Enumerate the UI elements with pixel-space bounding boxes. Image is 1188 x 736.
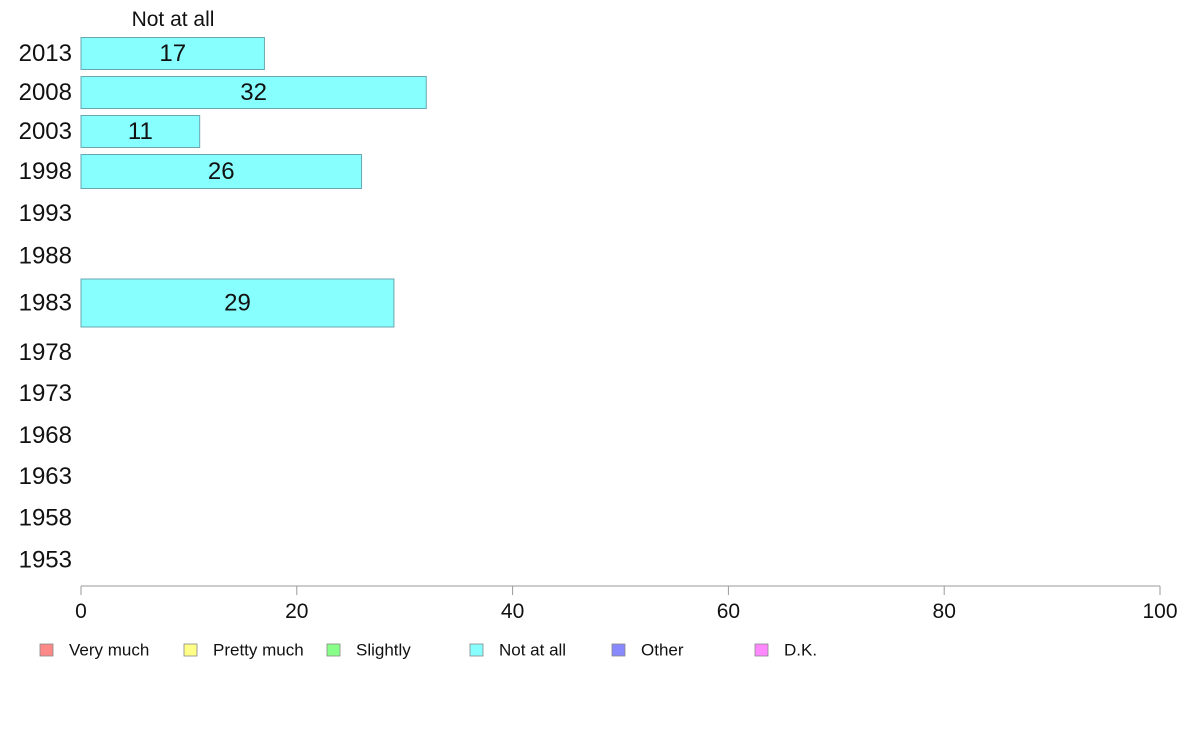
bar-value-label: 11 [128,118,153,145]
year-label: 1968 [19,422,72,449]
legend-label: Very much [69,641,149,660]
bar-value-label: 26 [208,158,235,185]
x-tick-label: 20 [285,600,308,623]
bar [80,115,201,148]
bar-value-label: 32 [240,79,267,106]
legend-label: Not at all [499,641,566,660]
legend-swatch [39,643,54,657]
x-tick-label: 60 [717,600,740,623]
legend-swatch [326,643,341,657]
x-axis: 0 20 40 60 80 100 [75,585,1178,623]
year-label: 1993 [19,200,72,227]
legend-swatch [611,643,626,657]
year-label: 2013 [19,40,72,67]
x-tick-label: 100 [1142,600,1177,623]
legend-label: Slightly [356,641,411,660]
bar [80,76,427,109]
x-tick-label: 0 [75,600,87,623]
legend-label: Other [641,641,684,660]
legend-label: D.K. [784,641,817,660]
year-label: 1988 [19,243,72,270]
year-label: 1978 [19,339,72,366]
year-label: 1953 [19,547,72,574]
year-label: 1973 [19,380,72,407]
legend: Very much Pretty much Slightly Not at all Ot… [39,641,817,660]
year-label: 1963 [19,463,72,490]
bar [80,37,265,70]
bar-value-label: 29 [224,290,251,317]
bar [80,278,395,328]
bars: 17 32 11 26 29 [80,37,427,328]
year-label: 1958 [19,505,72,532]
legend-swatch [183,643,198,657]
year-label: 2003 [19,118,72,145]
year-label: 1998 [19,158,72,185]
legend-swatch [754,643,769,657]
year-label: 1983 [19,290,72,317]
year-labels: 2013 2008 2003 1998 1993 1988 1983 1978 1973 1968… [19,40,72,574]
bar [80,154,363,189]
year-label: 2008 [19,79,72,106]
legend-swatch [469,643,484,657]
x-tick-label: 80 [933,600,956,623]
x-tick-label: 40 [501,600,524,623]
bar-value-label: 17 [159,40,186,67]
series-header: Not at all [132,8,215,31]
legend-label: Pretty much [213,641,304,660]
